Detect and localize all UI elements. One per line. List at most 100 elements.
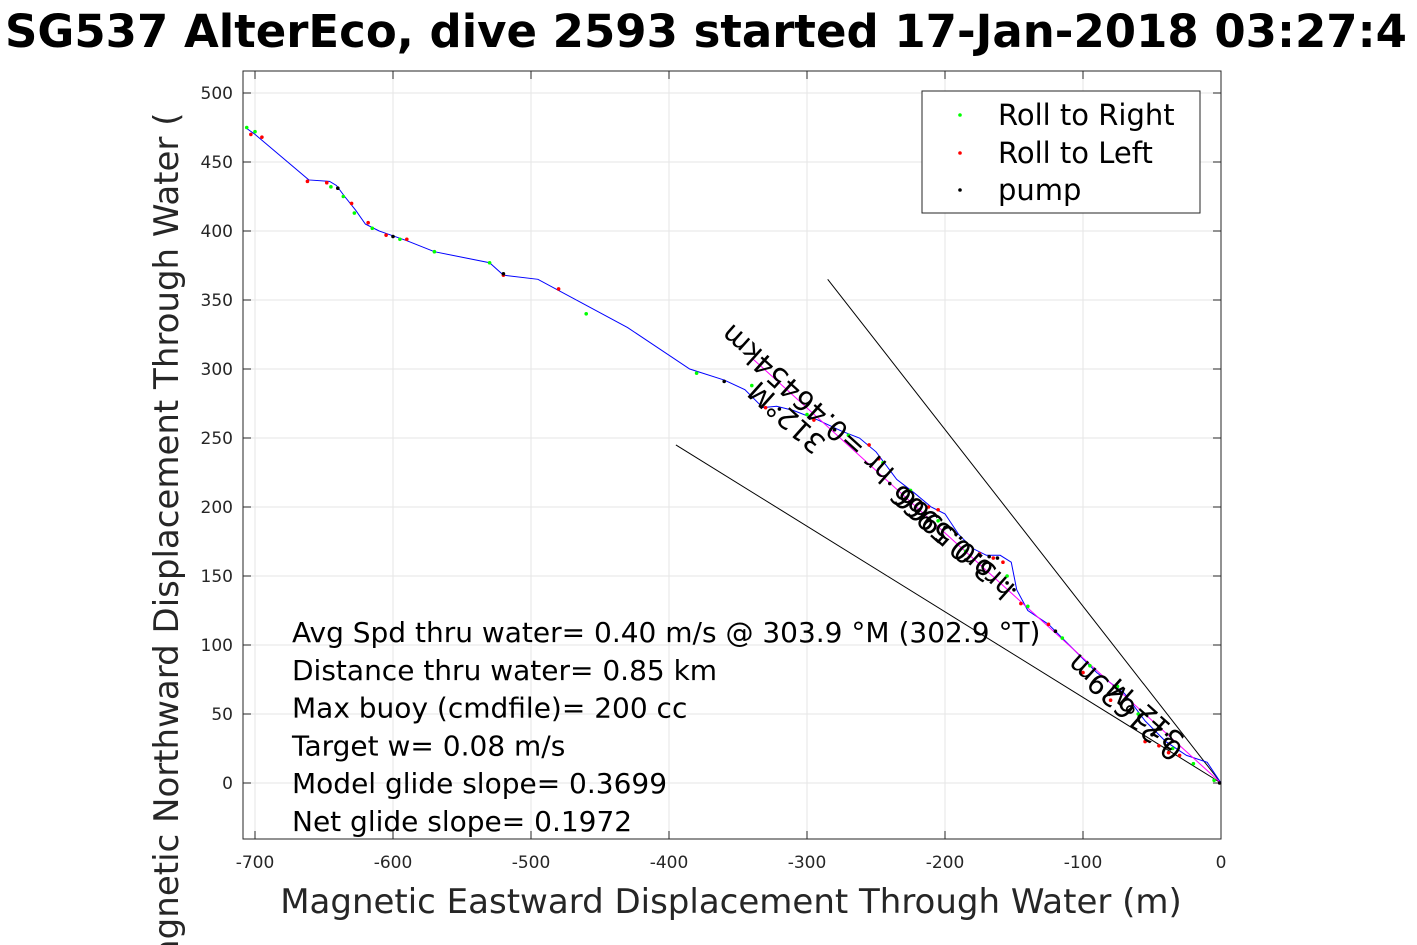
roll-left-point	[1177, 753, 1182, 758]
y-axis: 0 50 100 150 200 250 300 350 400 450 500	[201, 84, 1221, 794]
roll-left-point	[556, 287, 561, 291]
pump-point	[1012, 588, 1016, 592]
roll-left-point	[991, 556, 996, 560]
roll-right-point	[584, 312, 588, 316]
roll-right-point	[963, 549, 968, 553]
roll-right-point	[1170, 746, 1175, 751]
x-axis: -700 -600 -500 -400 -300 -200 -100 0	[236, 71, 1227, 873]
plot-area	[242, 70, 1222, 840]
track-annotation: hr =0.46454km	[714, 317, 900, 489]
pump-point	[501, 271, 506, 276]
x-tick-label: -300	[788, 853, 827, 873]
stat-line: Model glide slope= 0.3699	[292, 767, 667, 800]
y-tick-label: 200	[201, 498, 233, 518]
legend-label-pump: pump	[998, 173, 1081, 207]
data-points	[244, 125, 1222, 785]
stat-line: Max buoy (cmdfile)= 200 cc	[292, 692, 687, 725]
roll-right-point	[805, 412, 809, 417]
roll-left-point	[366, 220, 370, 225]
y-axis-label: Magnetic Northward Displacement Through …	[147, 113, 187, 945]
pump-point	[336, 186, 340, 191]
pump-point	[995, 556, 1000, 560]
y-tick-label: 350	[201, 291, 233, 311]
pump-point	[832, 427, 837, 432]
y-tick-label: 500	[201, 84, 233, 104]
roll-right-point	[341, 194, 346, 199]
roll-left-point	[305, 179, 310, 184]
roll-right-point	[432, 249, 437, 254]
roll-left-point	[1166, 750, 1171, 755]
roll-left-point	[349, 201, 354, 206]
x-tick-label: 0	[1216, 853, 1227, 873]
heading-line-mark	[751, 357, 1222, 784]
stat-line: Target w= 0.08 m/s	[291, 729, 565, 762]
roll-right-point	[352, 211, 357, 215]
roll-left-point	[812, 418, 816, 422]
pump-point	[943, 525, 947, 530]
legend-marker-pump	[958, 188, 962, 192]
legend-box	[921, 90, 1201, 214]
roll-right-point	[1212, 778, 1216, 783]
roll-right-point	[936, 519, 940, 523]
roll-right-point	[1005, 574, 1009, 578]
heading-line	[751, 357, 1222, 784]
roll-right-point	[908, 488, 913, 493]
stat-line: Avg Spd thru water= 0.40 m/s @ 303.9 °M …	[292, 616, 1040, 649]
roll-right-point	[370, 226, 375, 231]
roll-left-point	[1157, 743, 1161, 748]
roll-right-point	[846, 433, 851, 438]
roll-left-point	[926, 505, 931, 509]
y-tick-label: 100	[201, 636, 233, 656]
roll-left-point	[1019, 601, 1023, 606]
roll-left-point	[977, 552, 982, 556]
x-tick-label: -500	[512, 853, 551, 873]
roll-right-point	[881, 461, 885, 465]
chart-title: SG537 AlterEco, dive 2593 started 17-Jan…	[5, 5, 1407, 58]
roll-right-point	[750, 383, 754, 388]
roll-right-point	[1060, 636, 1065, 640]
roll-left-point	[936, 507, 940, 512]
roll-right-point	[398, 237, 402, 242]
x-axis-label: Magnetic Eastward Displacement Through W…	[280, 882, 1182, 922]
roll-right-point	[244, 125, 249, 130]
stat-line: Distance thru water= 0.85 km	[292, 654, 717, 687]
roll-left-point	[405, 237, 409, 242]
x-tick-label: -400	[650, 853, 689, 873]
roll-left-point	[1108, 698, 1113, 702]
pump-point	[777, 407, 782, 411]
legend: Roll to Right Roll to Left pump	[921, 90, 1201, 214]
legend-label-roll-right: Roll to Right	[998, 98, 1175, 132]
roll-right-point	[329, 185, 333, 189]
pump-point	[1053, 629, 1058, 633]
pump-point	[1217, 781, 1222, 785]
legend-label-roll-left: Roll to Left	[998, 136, 1153, 170]
roll-left-point	[876, 456, 881, 461]
roll-left-point	[1046, 622, 1051, 627]
y-tick-label: 400	[201, 222, 233, 242]
pump-point	[391, 234, 395, 239]
reference-lines	[675, 278, 1222, 784]
reference-line	[827, 278, 1222, 784]
roll-right-point	[1136, 712, 1140, 716]
roll-left-point	[1001, 560, 1005, 564]
stat-line: Net glide slope= 0.1972	[292, 805, 632, 838]
roll-right-point	[694, 371, 699, 375]
roll-right-point	[487, 260, 492, 265]
y-tick-label: 150	[201, 567, 233, 587]
roll-right-point	[1115, 684, 1120, 689]
roll-left-point	[1143, 739, 1147, 744]
roll-left-point	[249, 132, 253, 137]
reference-line	[675, 444, 1222, 784]
roll-left-point	[1081, 670, 1085, 675]
y-tick-label: 250	[201, 429, 233, 449]
roll-left-point	[867, 443, 871, 447]
y-tick-label: 450	[201, 153, 233, 173]
roll-right-point	[1026, 604, 1030, 609]
x-tick-label: -200	[926, 853, 965, 873]
stats-block: Avg Spd thru water= 0.40 m/s @ 303.9 °M …	[291, 616, 1040, 838]
roll-left-point	[763, 405, 768, 410]
annotations: 312°Mhr =0.46454km3.0.5966hror0.59660.21…	[714, 317, 1190, 767]
pump-point	[888, 481, 892, 486]
pump-point	[987, 554, 991, 559]
